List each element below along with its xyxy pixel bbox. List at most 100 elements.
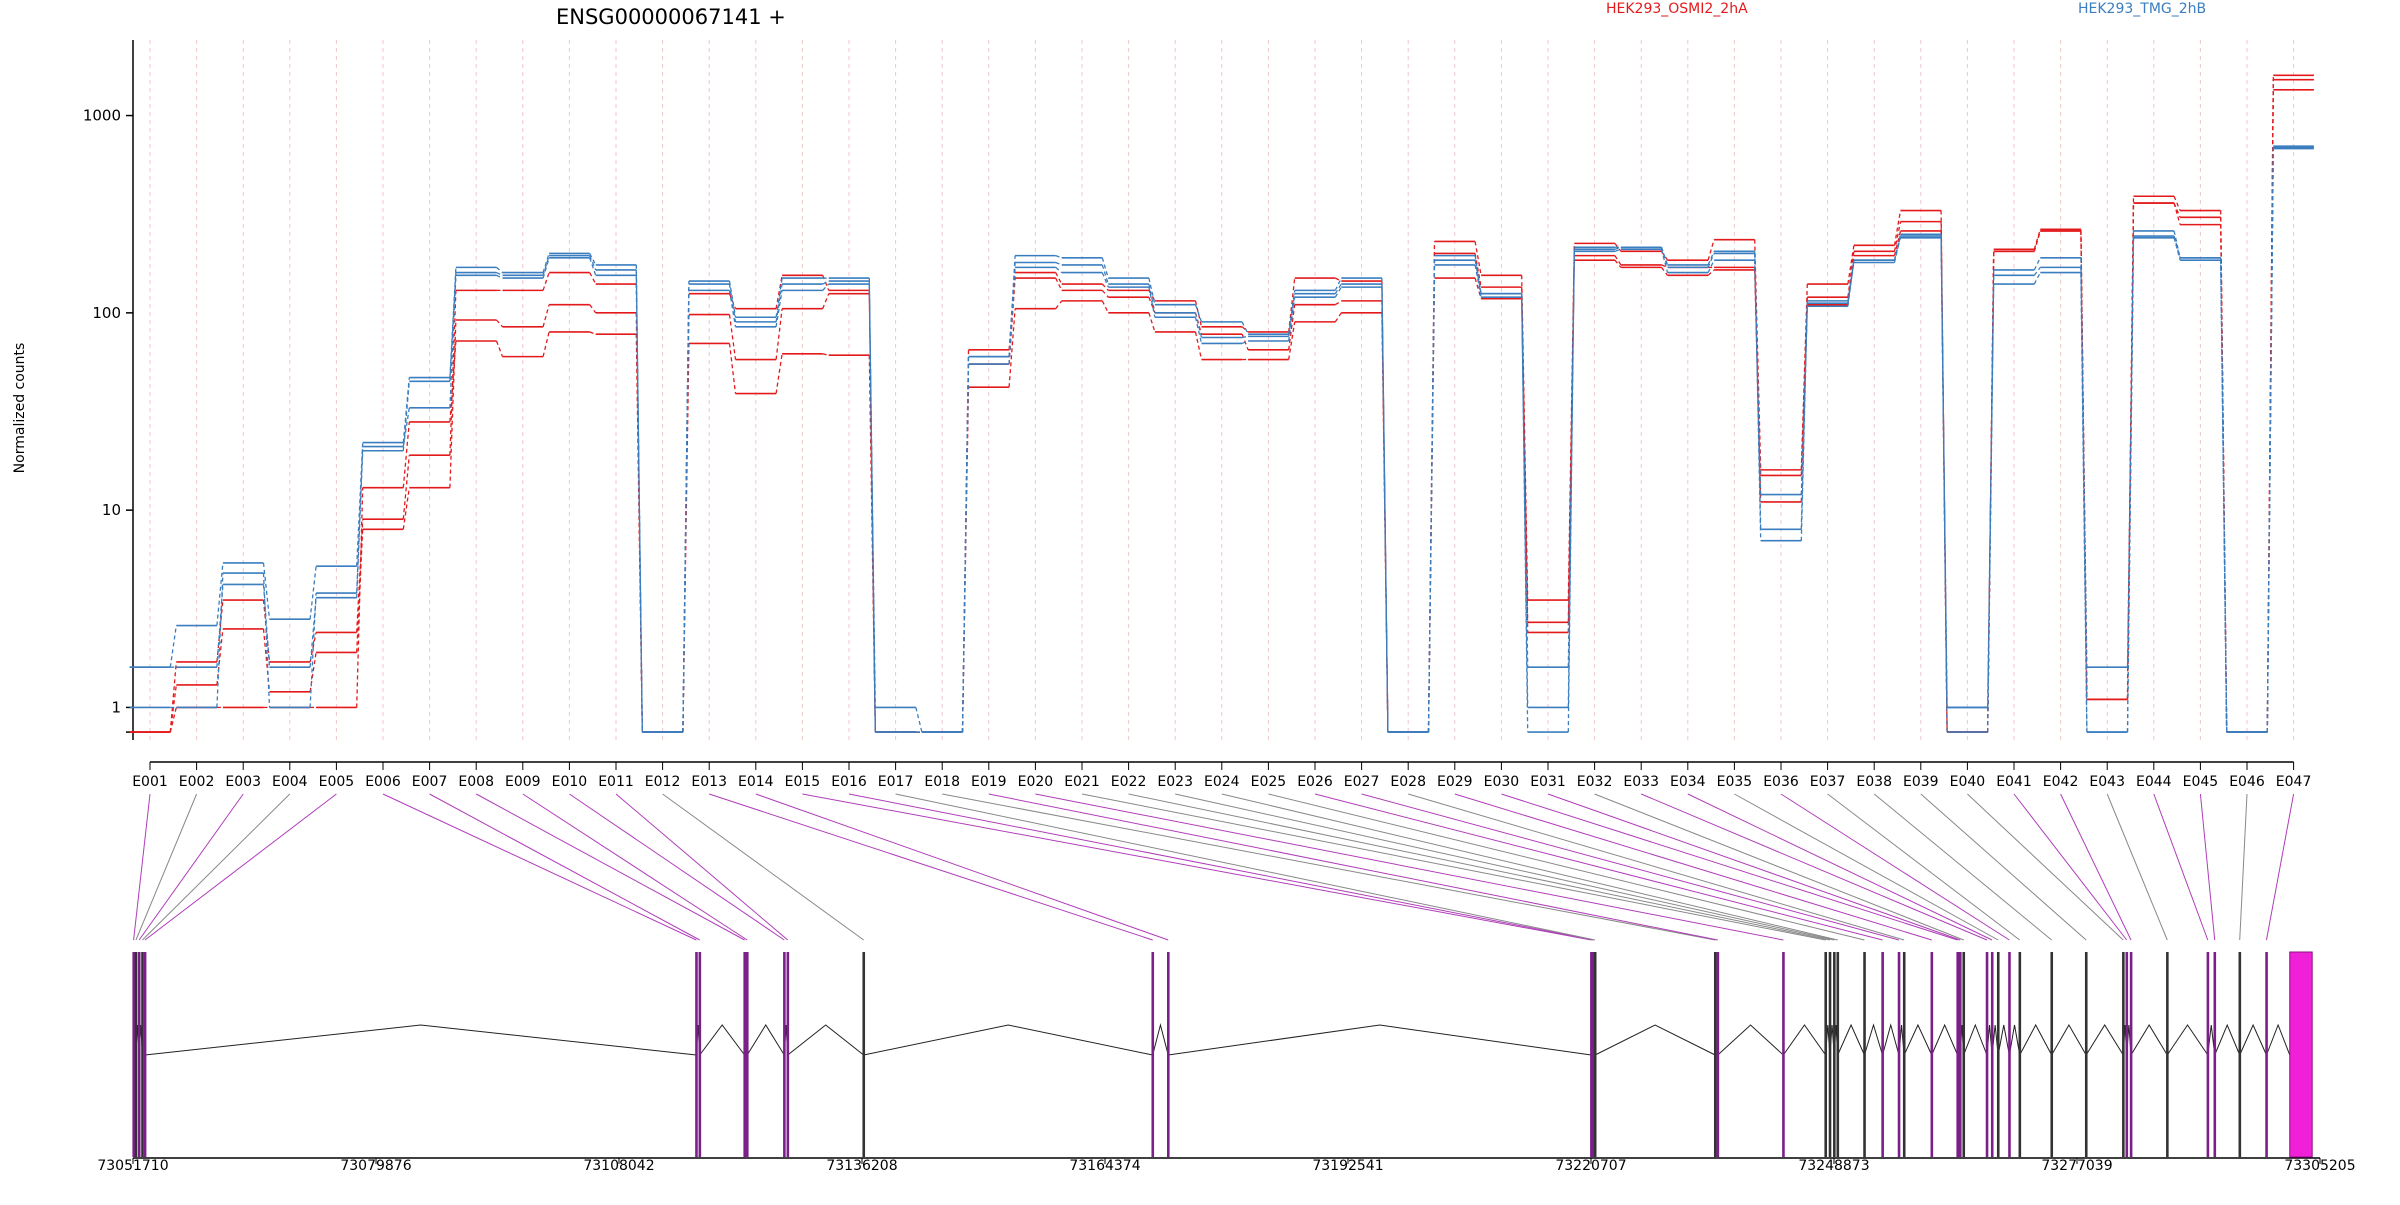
series-connector xyxy=(1055,261,1062,266)
series-connector xyxy=(589,255,597,271)
series-connector xyxy=(402,381,410,451)
series-connector xyxy=(402,455,410,520)
intron-line xyxy=(1903,1023,1933,1056)
intron-line xyxy=(144,1024,697,1056)
exon-bar xyxy=(2206,952,2210,1157)
x-tick-label: E006 xyxy=(365,774,401,790)
exon-link xyxy=(848,793,1594,941)
series-connector xyxy=(1194,312,1203,338)
series-lines xyxy=(129,74,2314,733)
series-connector xyxy=(542,257,550,279)
exon-bar xyxy=(743,952,746,1157)
intron-line xyxy=(746,1024,785,1056)
exon-link xyxy=(1175,793,1835,941)
series-connector xyxy=(1707,259,1715,273)
x-tick-label: E040 xyxy=(1950,774,1986,790)
series-connector xyxy=(1101,257,1109,279)
exon-link xyxy=(1268,793,1865,941)
exon-link xyxy=(1081,793,1826,941)
x-tick-label: E007 xyxy=(412,774,448,790)
series-connector xyxy=(2220,260,2228,733)
x-tick-label: E023 xyxy=(1157,774,1193,790)
series-connector xyxy=(1893,221,1902,252)
series-connector xyxy=(1987,284,1995,733)
series-connector xyxy=(2266,89,2274,733)
series-connector xyxy=(2173,195,2181,211)
intron-line xyxy=(1837,1023,1865,1056)
series-connector xyxy=(1194,331,1203,360)
exon-bar xyxy=(1167,952,1170,1157)
series-connector xyxy=(1055,255,1062,259)
exon-bar xyxy=(1836,952,1840,1157)
x-tick-label: E039 xyxy=(1903,774,1939,790)
series-connector xyxy=(449,319,457,488)
series-connector xyxy=(822,353,829,356)
x-tick-label: E026 xyxy=(1297,774,1333,790)
exon-link xyxy=(429,793,700,941)
exon-link xyxy=(522,793,748,941)
series-connector xyxy=(356,446,364,594)
series-connector xyxy=(1288,304,1296,350)
x-tick-label: E014 xyxy=(738,774,774,790)
exon-bar xyxy=(2129,952,2133,1157)
exon-link xyxy=(895,793,1596,941)
highlight-exon xyxy=(2289,951,2313,1158)
series-connector xyxy=(2033,230,2041,252)
x-tick-label: E001 xyxy=(132,774,168,790)
intron-line xyxy=(1863,1023,1884,1056)
exon-bar xyxy=(1713,952,1717,1157)
exon-link xyxy=(1734,793,1999,941)
series-connector xyxy=(542,255,550,276)
exon-link xyxy=(1641,793,1988,941)
intron-line xyxy=(1717,1024,1784,1056)
exon-link xyxy=(1128,793,1831,941)
series-connector xyxy=(262,562,271,620)
series-connector xyxy=(309,632,317,663)
y-tick-label: 1 xyxy=(111,698,121,716)
x-tick-label: E044 xyxy=(2136,774,2172,790)
exon-bar xyxy=(1824,952,1828,1157)
intron-line xyxy=(2008,1024,2021,1056)
series-connector xyxy=(1754,251,1762,530)
exon-bar xyxy=(1962,952,1966,1157)
exon-bar xyxy=(1902,952,1906,1157)
exon-bar xyxy=(1930,952,1934,1157)
series-connector xyxy=(1055,272,1063,285)
coordinate-tick-label: 73192541 xyxy=(1312,1158,1383,1174)
series-connector xyxy=(1940,237,1948,733)
series-connector xyxy=(589,272,597,285)
intron-line xyxy=(2085,1024,2124,1056)
x-tick-label: E010 xyxy=(552,774,588,790)
x-tick-label: E002 xyxy=(179,774,215,790)
x-tick-label: E003 xyxy=(225,774,261,790)
series-connector xyxy=(1101,272,1109,288)
series-connector xyxy=(1707,251,1715,266)
legend-series-a: HEK293_OSMI2_2hA xyxy=(1606,1,1748,17)
x-tick-label: E019 xyxy=(971,774,1007,790)
exon-link xyxy=(569,793,785,941)
exon-bar xyxy=(1958,952,1962,1157)
exon-link xyxy=(138,793,244,941)
x-tick-label: E015 xyxy=(785,774,821,790)
y-axis-label: Normalized counts xyxy=(12,343,28,474)
x-tick-label: E034 xyxy=(1670,774,1706,790)
series-connector xyxy=(728,283,737,322)
series-connector xyxy=(1661,264,1668,268)
series-connector xyxy=(1614,259,1622,268)
series-connector xyxy=(915,707,923,733)
exon-bar xyxy=(783,952,786,1157)
series-connector xyxy=(309,593,317,708)
exon-link xyxy=(755,793,1169,941)
x-tick-label: E029 xyxy=(1437,774,1473,790)
series-connector xyxy=(496,271,503,276)
series-connector xyxy=(1893,210,1902,246)
series-connector xyxy=(449,275,457,408)
series-connector xyxy=(216,573,224,708)
intron-line xyxy=(1931,1023,1959,1056)
series-connector xyxy=(728,343,737,394)
series-connector xyxy=(1847,260,1855,307)
exon-bar xyxy=(2008,952,2011,1157)
exon-bar xyxy=(2265,952,2268,1157)
intron-line xyxy=(1963,1023,1988,1056)
